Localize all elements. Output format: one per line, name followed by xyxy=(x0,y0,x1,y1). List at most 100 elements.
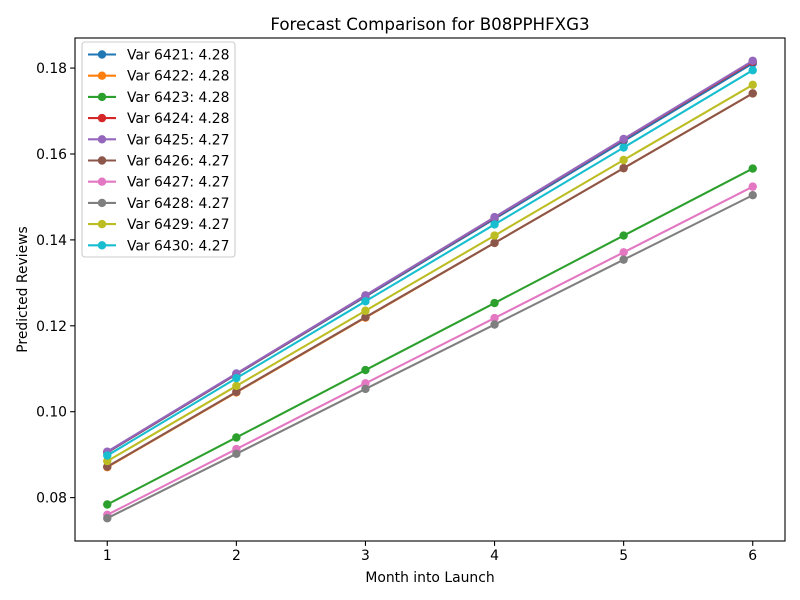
legend-marker-swatch xyxy=(97,71,107,80)
data-point xyxy=(232,433,241,442)
legend-label: Var 6422: 4.28 xyxy=(127,69,229,85)
legend-entry: Var 6425: 4.27 xyxy=(88,132,229,148)
legend-marker-swatch xyxy=(97,198,107,208)
series-9 xyxy=(103,66,757,460)
legend-marker-swatch xyxy=(97,113,107,123)
data-point xyxy=(748,89,757,98)
data-point xyxy=(490,320,499,329)
y-tick-label: 0.16 xyxy=(36,147,67,163)
legend-entries: Var 6421: 4.28 Var 6422: 4.28 Var 6423: 4.… xyxy=(88,48,229,254)
y-tick-label: 0.12 xyxy=(36,319,67,335)
data-point xyxy=(748,191,757,200)
x-tick-label: 2 xyxy=(232,548,241,564)
series-5 xyxy=(103,89,757,471)
data-point xyxy=(103,451,112,460)
legend-label: Var 6427: 4.27 xyxy=(127,175,229,191)
data-point xyxy=(490,313,499,323)
legend-entry: Var 6422: 4.28 xyxy=(88,69,229,85)
legend-entry: Var 6421: 4.28 xyxy=(88,48,229,64)
legend-entry: Var 6424: 4.28 xyxy=(88,111,229,127)
series-line xyxy=(105,59,755,454)
y-tick-label: 0.10 xyxy=(36,405,67,421)
data-point xyxy=(361,291,370,300)
data-point xyxy=(619,155,628,165)
legend-label: Var 6421: 4.28 xyxy=(127,48,229,64)
series-line xyxy=(105,91,755,469)
data-point xyxy=(748,66,757,75)
data-point xyxy=(490,212,499,222)
legend-entry: Var 6429: 4.27 xyxy=(88,217,229,233)
y-tick-label: 0.14 xyxy=(36,233,67,249)
data-point xyxy=(619,163,628,173)
legend-label: Var 6423: 4.28 xyxy=(127,90,229,106)
axes-frame xyxy=(74,37,786,542)
data-point xyxy=(103,514,112,523)
data-point xyxy=(490,220,499,229)
series-line xyxy=(105,185,755,517)
data-point xyxy=(232,449,241,458)
data-point xyxy=(490,238,499,248)
data-point xyxy=(232,387,241,397)
data-point xyxy=(748,80,757,90)
data-point xyxy=(361,384,370,394)
data-point xyxy=(748,164,757,173)
legend-marker-swatch xyxy=(97,241,107,250)
x-axis-label: Month into Launch xyxy=(365,570,494,586)
legend-marker-swatch xyxy=(97,135,107,144)
legend-label: Var 6430: 4.27 xyxy=(127,238,229,254)
data-point xyxy=(361,365,370,375)
legend-marker-swatch xyxy=(97,156,107,165)
legend: Var 6421: 4.28 Var 6422: 4.28 Var 6423: 4.… xyxy=(81,41,236,258)
data-point xyxy=(490,231,499,240)
legend-label: Var 6426: 4.27 xyxy=(127,154,229,170)
y-axis-ticks: 0.08 0.10 0.12 0.14 0.16 0.18 xyxy=(36,61,75,507)
x-tick-label: 5 xyxy=(619,548,628,564)
data-point xyxy=(232,381,241,391)
legend-marker-swatch xyxy=(97,177,107,186)
data-point xyxy=(361,313,370,322)
x-tick-label: 3 xyxy=(361,548,370,564)
y-tick-label: 0.18 xyxy=(36,61,67,77)
legend-entry: Var 6426: 4.27 xyxy=(88,154,229,170)
data-point xyxy=(748,182,757,191)
series-line xyxy=(105,167,755,506)
data-point xyxy=(619,231,628,240)
y-tick-label: 0.08 xyxy=(36,491,67,507)
data-point xyxy=(619,248,628,257)
series-line xyxy=(105,83,755,463)
series-layer xyxy=(103,56,757,523)
chart-title: Forecast Comparison for B08PPHFXG3 xyxy=(270,14,589,34)
y-axis-label: Predicted Reviews xyxy=(15,226,31,352)
legend-box xyxy=(81,41,236,258)
legend-entry: Var 6430: 4.27 xyxy=(88,238,229,254)
legend-label: Var 6428: 4.27 xyxy=(127,196,229,212)
legend-label: Var 6429: 4.27 xyxy=(127,217,229,233)
data-point xyxy=(490,298,499,308)
legend-entry: Var 6427: 4.27 xyxy=(88,175,229,191)
legend-entry: Var 6428: 4.27 xyxy=(88,196,229,212)
x-tick-label: 4 xyxy=(490,548,499,564)
data-point xyxy=(232,374,241,383)
data-point xyxy=(748,56,757,65)
series-line xyxy=(105,193,755,520)
legend-marker-swatch xyxy=(97,50,107,59)
legend-marker-swatch xyxy=(97,219,107,229)
legend-label: Var 6424: 4.28 xyxy=(127,111,229,127)
legend-label: Var 6425: 4.27 xyxy=(127,132,229,148)
data-point xyxy=(619,134,628,144)
data-point xyxy=(619,143,628,152)
x-tick-label: 6 xyxy=(748,548,757,564)
x-axis-ticks: 1 2 3 4 5 6 xyxy=(103,541,757,564)
data-point xyxy=(619,255,628,264)
series-2 xyxy=(103,164,757,509)
data-point xyxy=(361,306,370,315)
data-point xyxy=(361,297,370,306)
series-line xyxy=(105,68,755,457)
data-point xyxy=(103,500,112,509)
legend-entry: Var 6423: 4.28 xyxy=(88,90,229,106)
series-7 xyxy=(103,191,757,523)
x-tick-label: 1 xyxy=(103,548,112,564)
legend-marker-swatch xyxy=(97,92,107,102)
